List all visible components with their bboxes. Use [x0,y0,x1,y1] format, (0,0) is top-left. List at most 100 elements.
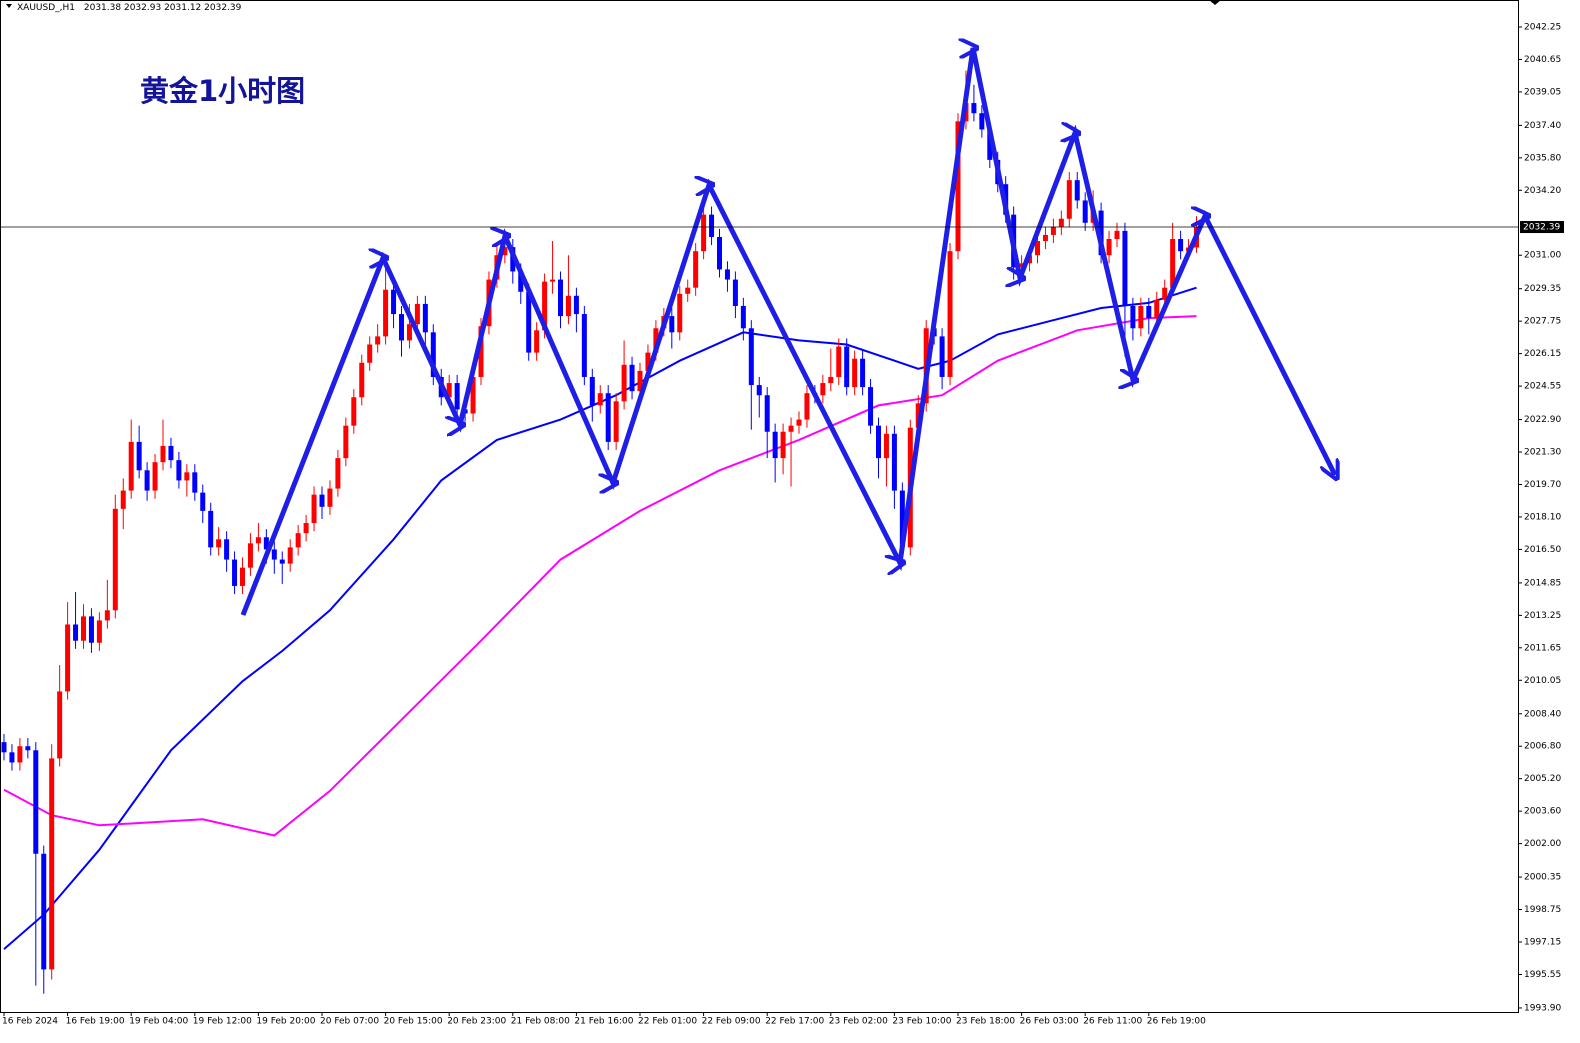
candle-body [947,251,953,377]
x-tick-label: 23 Feb 18:00 [956,1017,1015,1027]
candle-body [804,393,810,420]
candle-body [160,445,166,463]
candle-body [565,295,571,317]
candle-body [295,533,301,548]
candle-body [399,314,404,341]
candle-body [57,691,63,759]
x-tick-label: 22 Feb 09:00 [702,1017,761,1027]
candle-body [693,251,699,288]
candle-body [367,344,373,363]
y-tick-label: 1997.15 [1524,938,1561,948]
candle-body [1178,239,1184,252]
y-tick-label: 2034.20 [1524,186,1561,196]
y-tick-label: 2026.15 [1524,349,1561,359]
header-open: 2031.38 [84,3,121,13]
candle-body [1050,226,1056,235]
last-price-box [1520,221,1564,234]
candle-body [176,460,182,481]
y-tick-label: 2002.00 [1524,839,1561,849]
candle-body [550,279,556,282]
candle-body [629,364,635,392]
candle-body [828,376,834,384]
candle-body [709,214,715,237]
x-tick-label: 19 Feb 04:00 [129,1017,188,1027]
candle-body [605,393,611,442]
candle-body [414,303,420,325]
candle-body [33,750,39,854]
candle-body [613,401,619,442]
y-tick-label: 1993.90 [1524,1003,1561,1013]
candle-body [391,289,397,315]
x-tick-label: 20 Feb 07:00 [320,1017,379,1027]
y-tick-label: 2031.00 [1524,251,1561,261]
y-tick-label: 2003.60 [1524,807,1561,817]
candle-body [9,752,15,763]
candle-body [383,289,389,337]
candle-body [788,425,794,432]
x-tick-label: 26 Feb 03:00 [1020,1017,1079,1027]
header: XAUUSD_,H1 2031.38 2032.93 2031.12 2032.… [17,3,242,13]
x-tick-label: 23 Feb 10:00 [892,1017,951,1027]
candle-body [780,431,786,459]
x-tick-label: 26 Feb 19:00 [1147,1017,1206,1027]
candle-body [732,279,738,306]
candle-body [1106,239,1112,256]
candle-body [224,539,230,560]
candle-body [589,376,595,406]
candle-body [168,445,174,461]
x-tick-label: 19 Feb 12:00 [193,1017,252,1027]
candle-body [820,383,826,396]
candle-body [740,305,746,329]
candle-body [422,303,428,333]
x-tick-label: 23 Feb 02:00 [829,1017,888,1027]
y-tick-label: 2021.30 [1524,448,1561,458]
candle-body [144,470,150,491]
candle-body [852,358,858,388]
x-tick-label: 16 Feb 19:00 [66,1017,125,1027]
candle-body [1130,305,1136,329]
candle-body [311,494,317,524]
x-tick-label: 20 Feb 15:00 [384,1017,443,1027]
y-tick-label: 2010.05 [1524,676,1561,686]
candle-body [96,620,102,643]
y-tick-label: 2029.35 [1524,284,1561,294]
candle-body [152,462,158,491]
y-tick-label: 2018.10 [1524,512,1561,522]
x-tick-label: 16 Feb 2024 [2,1017,58,1027]
candle-body [724,269,730,280]
x-tick-label: 21 Feb 16:00 [574,1017,633,1027]
y-tick-label: 2027.75 [1524,317,1561,327]
candle-body [1,742,7,753]
x-tick-label: 21 Feb 08:00 [511,1017,570,1027]
y-tick-label: 2040.65 [1524,55,1561,65]
candle-body [844,346,850,388]
candle-body [891,433,897,491]
candle-body [184,472,190,481]
candle-body [279,559,285,564]
candle-body [136,441,142,471]
candle-body [1058,218,1064,227]
y-tick-label: 2008.40 [1524,709,1561,719]
x-tick-label: 26 Feb 11:00 [1083,1017,1142,1027]
candle-body [883,433,889,459]
candle-body [621,364,627,402]
y-tick-label: 2000.35 [1524,873,1561,883]
candle-body [359,362,365,398]
symbol: XAUUSD_,H1 [17,3,75,13]
candle-body [319,494,325,507]
candle-body [247,543,253,568]
candle-body [112,508,118,611]
candle-body [454,383,460,410]
candle-body [1138,305,1144,329]
y-tick-label: 2039.05 [1524,87,1561,97]
candle-body [192,472,198,493]
candle-body [836,346,842,377]
candle-body [1114,230,1120,240]
header-low: 2031.12 [164,3,201,13]
x-tick-label: 22 Feb 01:00 [638,1017,697,1027]
y-tick-label: 2005.20 [1524,774,1561,784]
trend-arrows [240,48,1335,616]
y-tick-label: 2014.85 [1524,578,1561,588]
candle-body [597,393,603,406]
